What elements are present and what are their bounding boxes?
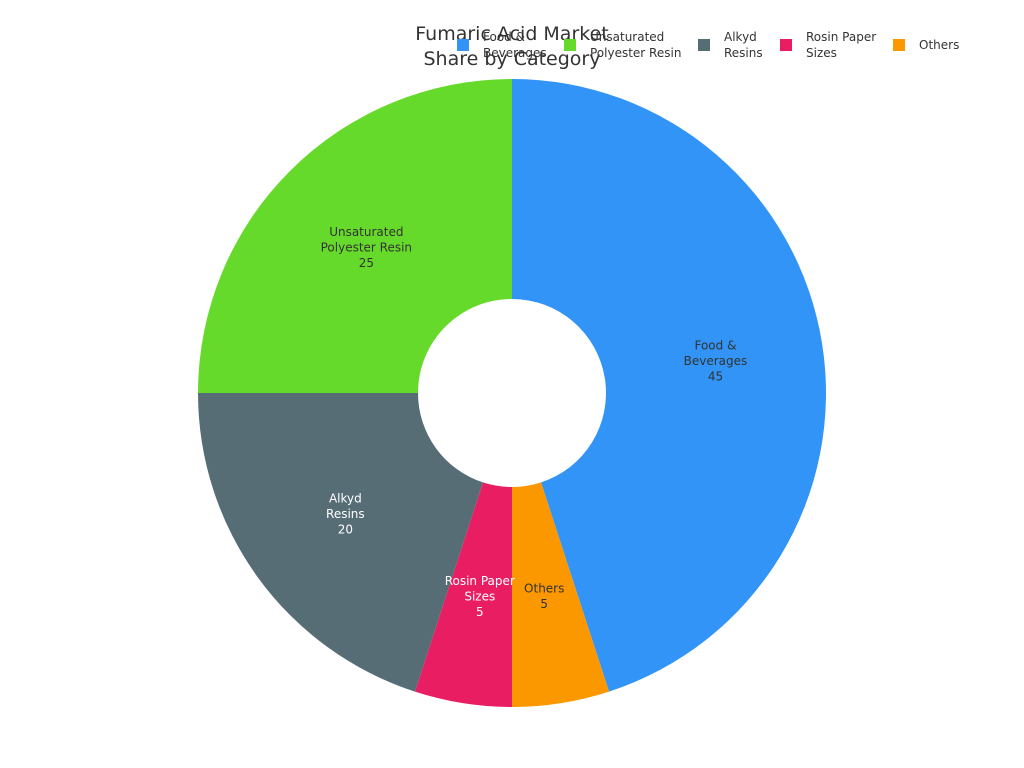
slice-value: 45 [708,369,723,383]
legend-label-line: Beverages [483,46,547,60]
legend-swatch [780,39,792,51]
legend-label-line: Others [919,38,960,52]
slices-group [198,79,827,707]
legend-label-line: Rosin Paper [806,30,877,44]
legend-label-line: Unsaturated [590,30,665,44]
legend-swatch [564,39,576,51]
slice-label-rosin: Rosin Paper Sizes 5 [445,574,515,619]
slice-value: 5 [540,597,548,611]
slice-label-line: Food & [694,338,736,352]
legend-swatch [893,39,905,51]
legend-label: Alkyd Resins [724,29,763,61]
slice-alkyd[interactable] [198,393,483,692]
slice-value: 5 [476,605,484,619]
legend-label-line: Food & [483,30,525,44]
slice-label-line: Resins [326,507,365,521]
legend-label: Food & Beverages [483,29,547,61]
slice-rosin[interactable] [414,482,512,707]
slice-label-line: Beverages [684,354,748,368]
slice-upr[interactable] [198,79,512,393]
chart-title-line-2: Share by Category [423,48,601,70]
legend-label: Others [919,37,959,53]
slice-label-line: Alkyd [329,492,362,506]
slice-label-food: Food & Beverages 45 [684,338,748,383]
legend-label-line: Alkyd [724,30,757,44]
slice-label-alkyd: Alkyd Resins 20 [326,492,365,537]
slice-label-others: Others 5 [524,582,564,612]
legend-label-line: Resins [724,46,763,60]
slice-value: 25 [359,256,374,270]
legend-label: Unsaturated Polyester Resin [590,29,681,61]
legend-swatch [457,39,469,51]
legend-swatch [698,39,710,51]
legend-label-line: Sizes [806,46,837,60]
slice-label-line: Unsaturated [329,225,403,239]
slice-label-line: Polyester Resin [321,240,412,254]
slice-label-line: Sizes [464,589,495,603]
slice-label-line: Rosin Paper [445,574,515,588]
slice-value: 20 [338,523,353,537]
slice-food[interactable] [512,79,827,692]
slice-label-line: Others [524,582,564,596]
legend-label: Rosin Paper Sizes [806,29,876,61]
legend-label-line: Polyester Resin [590,46,682,60]
slice-label-upr: Unsaturated Polyester Resin 25 [321,225,412,270]
slice-others[interactable] [512,482,610,707]
